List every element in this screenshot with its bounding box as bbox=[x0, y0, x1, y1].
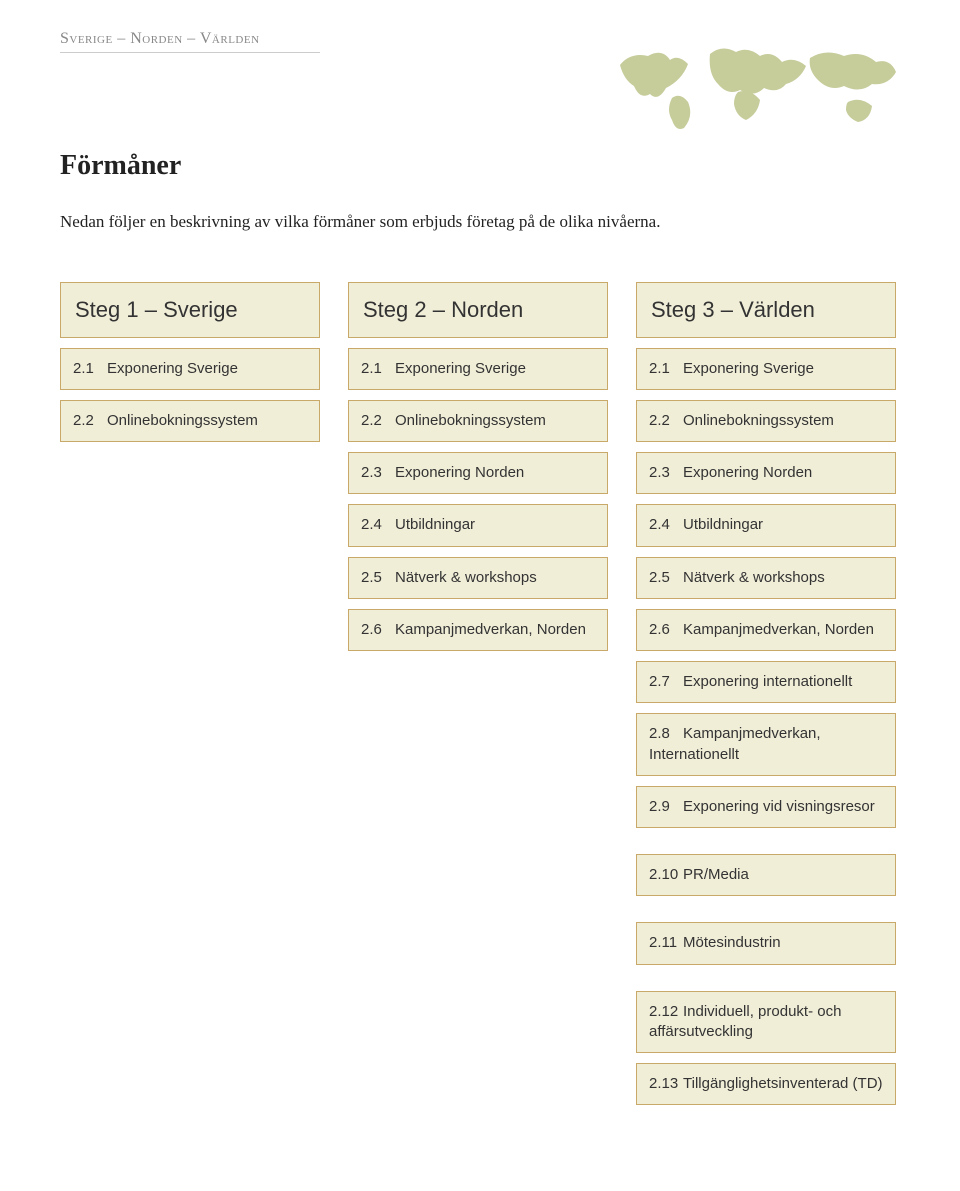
tier-item-label: Onlinebokningssystem bbox=[683, 412, 834, 429]
tier-item-label: Kampanjmedverkan, Norden bbox=[395, 621, 586, 638]
page-header: Sverige – Norden – Världen bbox=[60, 30, 900, 140]
tier-header: Steg 3 – Världen bbox=[636, 282, 896, 338]
tier-item: 2.4Utbildningar bbox=[348, 504, 608, 546]
tier-header: Steg 1 – Sverige bbox=[60, 282, 320, 338]
tier-item-number: 2.3 bbox=[361, 463, 395, 483]
tier-item-label: Nätverk & workshops bbox=[395, 569, 537, 586]
tier-item-label: Utbildningar bbox=[395, 516, 475, 533]
tier-item-label: Exponering vid visningsresor bbox=[683, 798, 875, 815]
tier-item: 2.3Exponering Norden bbox=[636, 452, 896, 494]
page-title: Förmåner bbox=[60, 150, 900, 182]
tier-item-number: 2.9 bbox=[649, 797, 683, 817]
tier-item: 2.5Nätverk & workshops bbox=[348, 557, 608, 599]
intro-text: Nedan följer en beskrivning av vilka för… bbox=[60, 212, 900, 232]
tier-columns: Steg 1 – Sverige2.1Exponering Sverige2.2… bbox=[60, 282, 900, 1105]
breadcrumb: Sverige – Norden – Världen bbox=[60, 30, 320, 53]
world-map-icon bbox=[610, 30, 900, 140]
tier-item: 2.6Kampanjmedverkan, Norden bbox=[348, 609, 608, 651]
tier-item-number: 2.1 bbox=[73, 359, 107, 379]
tier-header: Steg 2 – Norden bbox=[348, 282, 608, 338]
tier-item-number: 2.2 bbox=[361, 411, 395, 431]
tier-item: 2.2Onlinebokningssystem bbox=[348, 400, 608, 442]
tier-item: 2.4Utbildningar bbox=[636, 504, 896, 546]
tier-item-number: 2.7 bbox=[649, 672, 683, 692]
tier-item: 2.6Kampanjmedverkan, Norden bbox=[636, 609, 896, 651]
tier-item-label: Mötesindustrin bbox=[683, 934, 781, 951]
tier-item-label: Tillgänglighetsinventerad (TD) bbox=[683, 1075, 883, 1092]
tier-item: 2.3Exponering Norden bbox=[348, 452, 608, 494]
tier-item: 2.7Exponering internationellt bbox=[636, 661, 896, 703]
tier-item-label: Nätverk & workshops bbox=[683, 569, 825, 586]
spacer bbox=[636, 838, 896, 844]
tier-item: 2.11Mötesindustrin bbox=[636, 922, 896, 964]
tier-item: 2.1Exponering Sverige bbox=[348, 348, 608, 390]
tier-item-number: 2.12 bbox=[649, 1002, 683, 1022]
tier-column: Steg 3 – Världen 2.1Exponering Sverige 2.2… bbox=[636, 282, 896, 1105]
tier-item-number: 2.1 bbox=[361, 359, 395, 379]
tier-item: 2.8Kampanjmedverkan, Internationellt bbox=[636, 713, 896, 776]
tier-item: 2.1Exponering Sverige bbox=[636, 348, 896, 390]
tier-column: Steg 2 – Norden 2.1Exponering Sverige 2.2O… bbox=[348, 282, 608, 651]
tier-item-number: 2.6 bbox=[649, 620, 683, 640]
tier-item-number: 2.4 bbox=[361, 515, 395, 535]
tier-item-label: Exponering Sverige bbox=[395, 360, 526, 377]
tier-item-number: 2.13 bbox=[649, 1074, 683, 1094]
tier-item-number: 2.11 bbox=[649, 933, 683, 953]
tier-item-number: 2.2 bbox=[649, 411, 683, 431]
tier-item-number: 2.3 bbox=[649, 463, 683, 483]
tier-item-number: 2.8 bbox=[649, 724, 683, 744]
tier-item-label: Exponering internationellt bbox=[683, 673, 852, 690]
tier-column: Steg 1 – Sverige 2.1Exponering Sverige 2.2… bbox=[60, 282, 320, 442]
spacer bbox=[636, 975, 896, 981]
tier-item-label: Exponering Norden bbox=[395, 464, 524, 481]
tier-item-number: 2.6 bbox=[361, 620, 395, 640]
tier-item-label: Kampanjmedverkan, Norden bbox=[683, 621, 874, 638]
tier-item: 2.2Onlinebokningssystem bbox=[60, 400, 320, 442]
tier-item: 2.2Onlinebokningssystem bbox=[636, 400, 896, 442]
tier-item: 2.5Nätverk & workshops bbox=[636, 557, 896, 599]
tier-item-label: Onlinebokningssystem bbox=[107, 412, 258, 429]
tier-item-label: PR/Media bbox=[683, 866, 749, 883]
tier-item-number: 2.2 bbox=[73, 411, 107, 431]
tier-item-label: Exponering Sverige bbox=[107, 360, 238, 377]
tier-item-number: 2.5 bbox=[361, 568, 395, 588]
spacer bbox=[636, 906, 896, 912]
tier-item-label: Utbildningar bbox=[683, 516, 763, 533]
tier-item: 2.12Individuell, produkt- och affärsutve… bbox=[636, 991, 896, 1054]
tier-item-number: 2.1 bbox=[649, 359, 683, 379]
tier-item: 2.9Exponering vid visningsresor bbox=[636, 786, 896, 828]
tier-item-number: 2.5 bbox=[649, 568, 683, 588]
tier-item: 2.1Exponering Sverige bbox=[60, 348, 320, 390]
tier-item-number: 2.4 bbox=[649, 515, 683, 535]
tier-item-label: Exponering Norden bbox=[683, 464, 812, 481]
tier-item-label: Onlinebokningssystem bbox=[395, 412, 546, 429]
tier-item-number: 2.10 bbox=[649, 865, 683, 885]
tier-item-label: Exponering Sverige bbox=[683, 360, 814, 377]
tier-item: 2.10PR/Media bbox=[636, 854, 896, 896]
tier-item: 2.13Tillgänglighetsinventerad (TD) bbox=[636, 1063, 896, 1105]
